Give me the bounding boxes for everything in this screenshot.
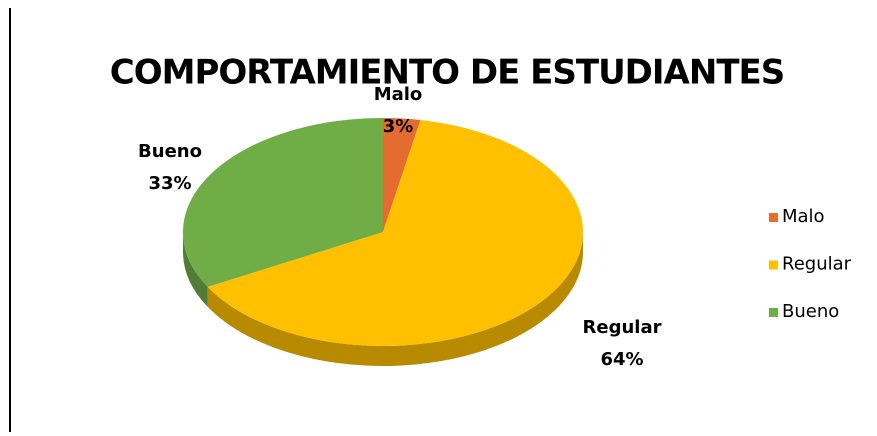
slice — [383, 118, 421, 232]
data-label-name: Bueno — [138, 141, 202, 162]
slice-side — [183, 232, 208, 307]
data-label-value: 3% — [383, 116, 414, 137]
data-label-value: 33% — [148, 173, 191, 194]
chart-title: COMPORTAMIENTO DE ESTUDIANTES — [110, 53, 784, 93]
data-label-name: Regular — [583, 317, 662, 338]
legend-label: Regular — [782, 254, 852, 275]
legend-label: Malo — [782, 206, 825, 227]
legend-swatch — [769, 308, 778, 317]
legend-swatch — [769, 260, 778, 270]
slice — [182, 117, 383, 287]
legend-label: Bueno — [782, 301, 839, 322]
data-label-value: 64% — [600, 349, 643, 370]
slice-side — [207, 232, 584, 366]
legend-swatch — [769, 213, 778, 222]
slice — [207, 120, 584, 347]
data-label-name: Malo — [374, 84, 423, 105]
